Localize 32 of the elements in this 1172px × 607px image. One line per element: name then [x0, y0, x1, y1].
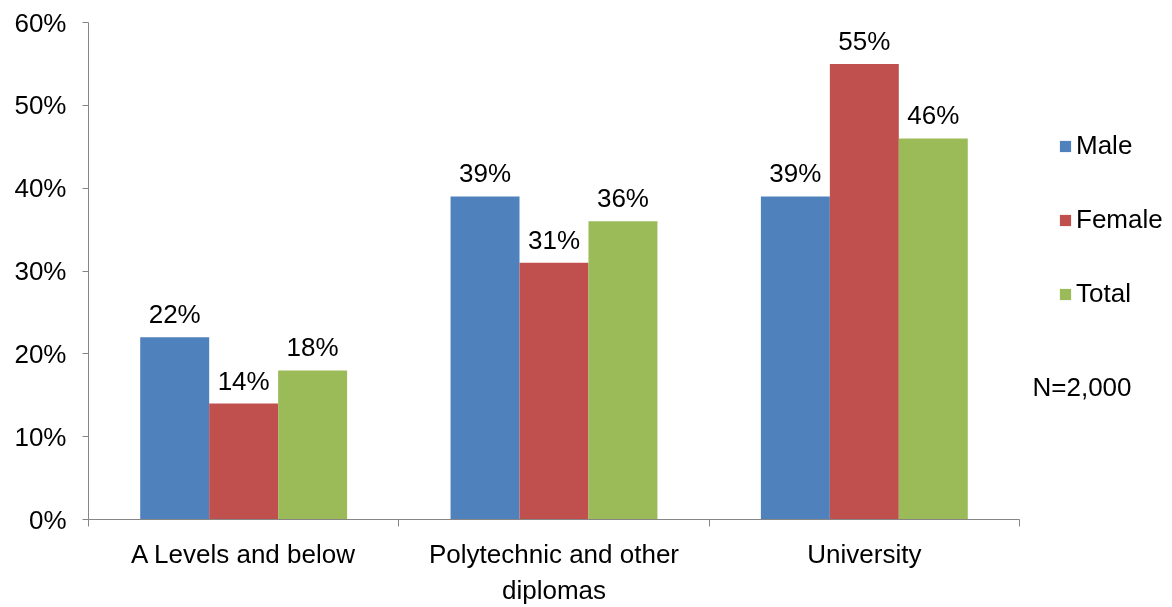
data-label: 39% — [769, 158, 822, 189]
bar — [760, 196, 830, 520]
x-tick-label: A Levels and below — [130, 538, 356, 569]
legend-label: Female — [1076, 204, 1163, 235]
bar — [140, 337, 210, 520]
y-tick-label: 40% — [14, 173, 67, 204]
data-label: 46% — [907, 100, 960, 131]
data-label: 36% — [596, 183, 649, 214]
data-label: 31% — [527, 224, 581, 255]
bar — [588, 221, 658, 520]
y-tick-label: 50% — [14, 90, 67, 121]
legend-label: Male — [1076, 130, 1133, 161]
y-tick-label: 30% — [14, 256, 67, 286]
y-tick-label: 0% — [28, 504, 67, 535]
data-label: 55% — [838, 25, 891, 56]
text: N=2,000 — [1032, 371, 1132, 402]
y-tick-label: 10% — [14, 421, 67, 452]
bar — [829, 63, 899, 520]
data-label: 18% — [286, 332, 339, 363]
bar — [209, 403, 279, 520]
bar — [450, 196, 520, 520]
y-tick-label: 60% — [14, 7, 67, 38]
x-tick-label: Polytechnic and other diplomas — [428, 538, 680, 605]
y-tick-label: 20% — [14, 338, 67, 369]
x-tick-label: University — [807, 538, 922, 569]
legend-label: Total — [1076, 278, 1131, 309]
data-label: 39% — [459, 158, 512, 189]
bar — [519, 262, 589, 520]
bar — [278, 370, 348, 520]
data-label: 22% — [148, 299, 201, 330]
bar — [898, 138, 968, 520]
data-label: 14% — [217, 365, 270, 396]
